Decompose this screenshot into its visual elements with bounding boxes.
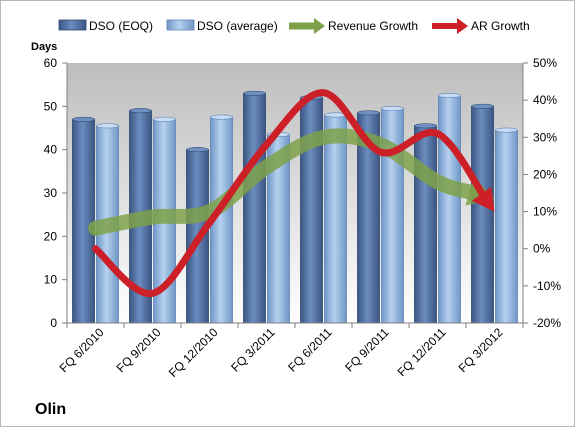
- bar-cap-dso-eoq-1: [129, 108, 152, 114]
- legend-label-revenue-growth: Revenue Growth: [328, 19, 418, 33]
- y-left-tick-label-1: 10: [44, 273, 58, 287]
- x-tick-label-5: FQ 9/2011: [342, 325, 392, 375]
- y-left-tick-label-3: 30: [44, 186, 58, 200]
- y-right-tick-label-4: 20%: [533, 167, 557, 181]
- x-tick-label-0: FQ 6/2010: [57, 325, 107, 375]
- legend-label-ar-growth: AR Growth: [471, 19, 530, 33]
- bar-dso-eoq-7: [471, 105, 494, 324]
- y-axis-title: Days: [31, 41, 57, 53]
- bar-cap-dso-eoq-2: [186, 147, 209, 153]
- line-ar-growth-arrowhead: [471, 186, 495, 212]
- x-tick-label-4: FQ 6/2011: [285, 325, 335, 375]
- bar-cap-dso-average-0: [96, 123, 119, 129]
- legend-label-dso-average: DSO (average): [197, 19, 278, 33]
- bar-dso-eoq-6: [414, 125, 437, 324]
- x-tick-label-3: FQ 3/2011: [228, 325, 278, 375]
- bar-cap-dso-average-6: [438, 93, 461, 99]
- y-left-tick-label-4: 40: [44, 143, 58, 157]
- legend-arrow-revenue-growth-icon: [289, 18, 325, 34]
- legend-label-dso-eoq: DSO (EOQ): [89, 19, 153, 33]
- y-right-tick-label-7: 50%: [533, 56, 557, 70]
- bar-cap-dso-average-7: [495, 127, 518, 133]
- y-right-tick-label-5: 30%: [533, 130, 557, 144]
- bar-cap-dso-eoq-3: [243, 90, 266, 96]
- legend-item-revenue-growth: Revenue Growth: [289, 18, 418, 34]
- legend-swatch-dso-eoq: [58, 19, 87, 31]
- y-right-tick-label-3: 10%: [533, 205, 557, 219]
- bar-dso-eoq-0: [72, 118, 95, 324]
- bar-cap-dso-average-5: [381, 106, 404, 112]
- legend: DSO (EOQ) DSO (average) Revenue Growth A…: [58, 18, 530, 34]
- line-revenue-growth: [88, 128, 487, 236]
- bar-cap-dso-eoq-6: [414, 123, 437, 129]
- line-series-group: [88, 89, 495, 297]
- bar-cap-dso-eoq-7: [471, 103, 494, 109]
- bar-cap-dso-average-2: [210, 114, 233, 120]
- line-ar-growth: [92, 89, 491, 297]
- legend-swatch-dso-average: [166, 19, 195, 31]
- x-tick-label-6: FQ 12/2011: [395, 325, 449, 379]
- y-left-tick-label-6: 60: [44, 56, 58, 70]
- y-right-tick-label-6: 40%: [533, 93, 557, 107]
- x-tick-label-7: FQ 3/2012: [456, 325, 506, 375]
- x-tick-label-1: FQ 9/2010: [114, 325, 164, 375]
- y-left-tick-label-5: 50: [44, 99, 58, 113]
- y-right-tick-label-2: 0%: [533, 242, 551, 256]
- x-tick-label-2: FQ 12/2010: [166, 325, 221, 380]
- y-right-tick-label-0: -20%: [533, 316, 561, 330]
- bar-cap-dso-eoq-5: [357, 110, 380, 116]
- company-label: Olin: [35, 401, 66, 418]
- legend-arrow-ar-growth-icon: [432, 18, 468, 34]
- y-right-tick-label-1: -10%: [533, 279, 561, 293]
- bar-dso-average-4: [324, 114, 347, 324]
- bar-cap-dso-eoq-0: [72, 116, 95, 122]
- bar-cap-dso-average-1: [153, 116, 176, 122]
- y-left-tick-label-2: 20: [44, 229, 58, 243]
- bar-dso-average-6: [438, 95, 461, 324]
- bar-dso-average-7: [495, 129, 518, 324]
- legend-item-dso-eoq: DSO (EOQ): [58, 19, 153, 33]
- bar-dso-eoq-3: [243, 92, 266, 324]
- legend-item-ar-growth: AR Growth: [432, 18, 530, 34]
- y-left-tick-label-0: 0: [50, 316, 57, 330]
- legend-item-dso-average: DSO (average): [166, 19, 278, 33]
